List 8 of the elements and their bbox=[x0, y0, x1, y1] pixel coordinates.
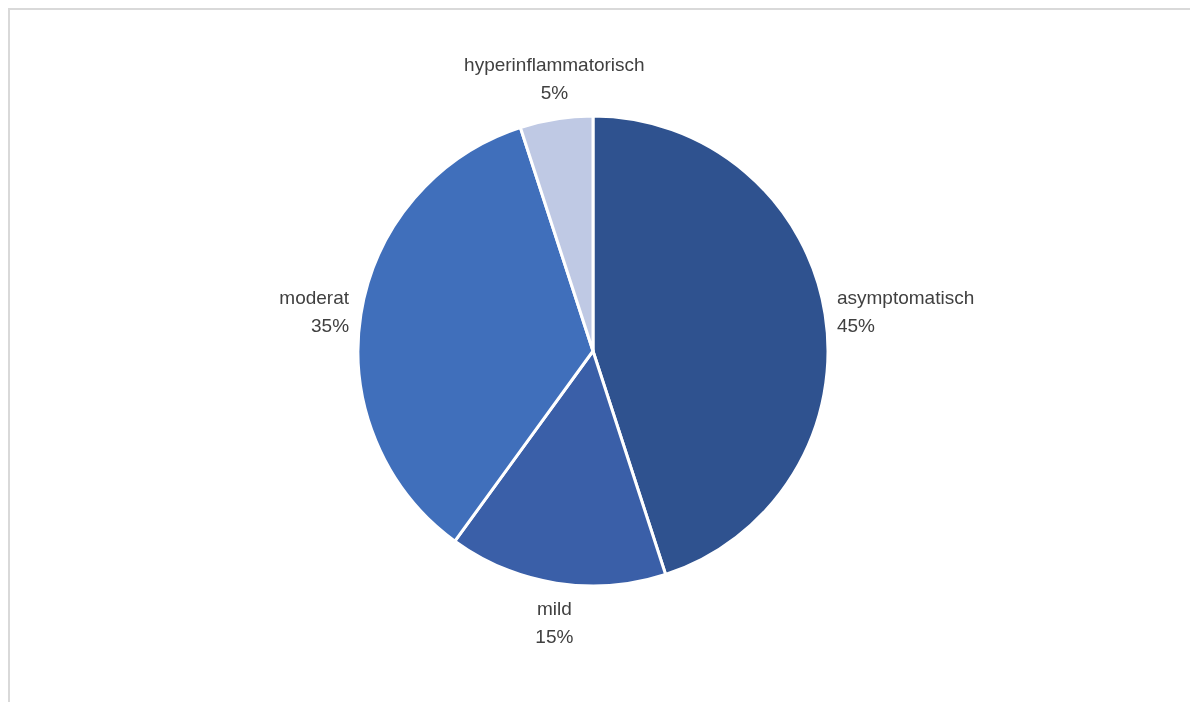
data-label: 35% bbox=[311, 315, 350, 337]
data-label: 15% bbox=[535, 625, 574, 647]
slice-label: hyperinflammatorisch bbox=[464, 54, 645, 76]
slice-label: moderat bbox=[279, 287, 350, 309]
slice-label: mild bbox=[536, 597, 572, 619]
data-label: 45% bbox=[836, 315, 876, 337]
slice-label: asymptomatisch bbox=[836, 287, 975, 309]
data-label: 5% bbox=[540, 82, 569, 104]
